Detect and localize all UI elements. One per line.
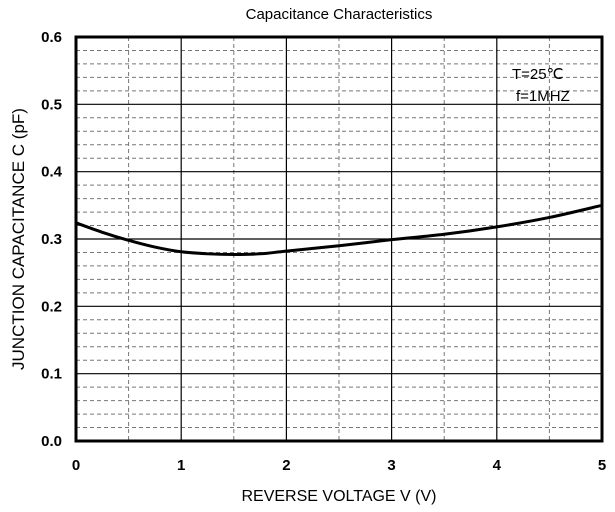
capacitance-line (75, 203, 603, 256)
x-tick-label: 3 (387, 457, 395, 474)
annotation-temperature: T=25℃ (512, 66, 563, 83)
y-axis-label: JUNCTION CAPACITANCE C (pF) (9, 108, 28, 370)
tick-labels: 0 1 2 3 4 5 0.0 0.1 0.2 0.3 0.4 0.5 0.6 (41, 29, 606, 474)
y-tick-label: 0.1 (41, 366, 62, 383)
y-tick-label: 0.2 (41, 298, 62, 315)
x-axis-label: REVERSE VOLTAGE V (V) (241, 488, 436, 505)
y-tick-label: 0.6 (41, 29, 62, 46)
x-tick-label: 4 (493, 457, 502, 474)
x-tick-label: 0 (72, 457, 80, 474)
x-tick-label: 1 (177, 457, 185, 474)
y-tick-label: 0.4 (41, 164, 63, 181)
y-tick-label: 0.5 (41, 96, 62, 113)
x-tick-label: 2 (282, 457, 290, 474)
y-tick-label: 0.3 (41, 231, 62, 248)
y-tick-label: 0.0 (41, 433, 62, 450)
plot-border (74, 35, 604, 443)
grid (76, 37, 602, 441)
series (75, 203, 603, 256)
annotation-frequency: f=1MHZ (516, 88, 570, 105)
x-tick-label: 5 (598, 457, 606, 474)
chart-title: Capacitance Characteristics (246, 6, 433, 23)
